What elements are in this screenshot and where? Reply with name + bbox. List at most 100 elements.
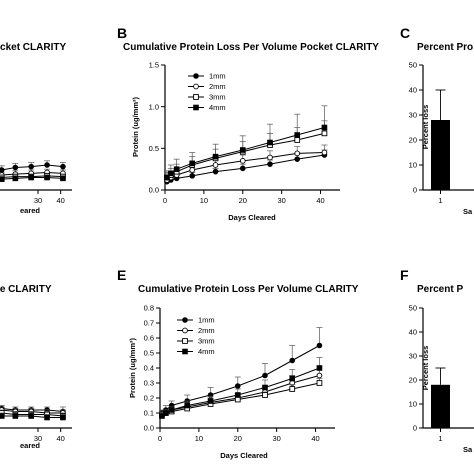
data-point — [267, 139, 273, 146]
data-point — [212, 162, 219, 168]
x-axis-label: eared — [20, 206, 40, 215]
y-tick-label: 0.0 — [144, 424, 154, 433]
x-tick-label: 40 — [56, 196, 64, 205]
legend-label: 3mm — [209, 93, 226, 102]
legend-marker — [193, 73, 199, 79]
x-tick-label: 20 — [234, 434, 242, 443]
data-point — [294, 150, 301, 157]
data-point — [212, 168, 219, 175]
x-axis-label: Days Cleared — [220, 451, 268, 460]
x-tick-label: 40 — [316, 196, 324, 205]
data-point — [12, 175, 19, 182]
panel-e: E Cumulative Protein Loss Per Volume CLAR… — [117, 267, 359, 460]
y-tick-label: 0.0 — [149, 186, 159, 195]
chart-title: Cumulative Protein Loss Per Volume CLARI… — [138, 284, 359, 295]
data-point — [234, 392, 241, 398]
y-tick-label: 20 — [409, 136, 417, 145]
legend-label: 2mm — [209, 82, 226, 91]
data-point — [189, 167, 196, 173]
data-point — [294, 137, 301, 143]
y-tick-label: 30 — [409, 352, 417, 361]
data-point — [60, 175, 66, 182]
data-point — [316, 372, 323, 379]
y-tick-label: 0.5 — [149, 144, 159, 153]
data-point — [316, 342, 323, 349]
series-4mm — [158, 357, 323, 419]
panel-f: F Percent P Sa Percent loss 0 10 20 30 40 50 1 — [400, 267, 474, 454]
data-point — [267, 161, 273, 167]
y-tick-label: 50 — [409, 304, 417, 313]
panel-c: C Percent Pro Sa Percent loss 0 10 20 30 40 50 1 — [400, 25, 474, 216]
x-tick-label: 30 — [277, 196, 285, 205]
legend-label: 4mm — [198, 347, 215, 356]
panel-letter: B — [117, 25, 127, 41]
data-point — [212, 153, 219, 160]
data-point — [173, 166, 180, 172]
data-point — [262, 384, 268, 391]
y-tick-label: 0.2 — [144, 394, 154, 403]
data-point — [239, 157, 246, 164]
data-point — [294, 156, 301, 162]
data-point — [44, 414, 50, 421]
legend-marker — [182, 317, 188, 323]
data-point — [321, 130, 328, 137]
data-point — [0, 167, 5, 173]
data-point — [294, 132, 301, 138]
data-point — [0, 176, 5, 182]
data-point — [289, 357, 296, 364]
data-point — [0, 413, 5, 419]
data-point — [189, 173, 196, 179]
data-point — [262, 372, 268, 379]
y-tick-label: 0.5 — [144, 349, 154, 358]
y-tick-label: 10 — [409, 161, 417, 170]
legend-marker — [193, 104, 199, 111]
y-tick-label: 0.1 — [144, 409, 154, 418]
data-point — [289, 386, 296, 392]
data-point — [239, 147, 246, 153]
x-tick-label: 30 — [34, 434, 42, 443]
x-tick-label: 30 — [34, 196, 42, 205]
data-point — [28, 163, 35, 170]
chart-title: Percent P — [417, 284, 463, 295]
x-tick-label: 0 — [163, 196, 167, 205]
y-tick-label: 30 — [409, 111, 417, 120]
y-tick-label: 0 — [413, 424, 417, 433]
data-point — [60, 414, 66, 421]
data-point — [316, 380, 323, 386]
y-tick-label: 40 — [409, 328, 417, 337]
data-point — [321, 149, 328, 156]
legend-marker — [182, 348, 188, 355]
data-point — [262, 392, 268, 398]
data-point — [12, 164, 19, 171]
legend-marker — [193, 83, 199, 90]
y-axis-label: Protein (ug/mm³) — [131, 97, 140, 157]
data-point — [207, 398, 214, 404]
data-point — [234, 396, 241, 403]
y-tick-label: 20 — [409, 376, 417, 385]
x-tick-label: 10 — [200, 196, 208, 205]
y-tick-label: 1.5 — [149, 61, 159, 70]
series-4mm — [0, 174, 66, 182]
data-point — [60, 163, 66, 170]
data-point — [321, 124, 328, 131]
data-point — [28, 174, 34, 181]
x-axis-label: Days Cleared — [228, 213, 276, 222]
y-axis-label: Protein (ug/mm³) — [128, 338, 137, 398]
y-tick-label: 0.6 — [144, 334, 154, 343]
data-point — [44, 174, 50, 181]
x-tick-label: 40 — [56, 434, 64, 443]
series-4mm — [163, 105, 328, 181]
x-axis-label: eared — [20, 441, 40, 450]
y-tick-label: 0.8 — [144, 304, 154, 313]
x-tick-label: 1 — [438, 196, 442, 205]
y-tick-label: 0.3 — [144, 379, 154, 388]
data-point — [164, 174, 170, 181]
data-point — [189, 160, 196, 167]
legend-label: 1mm — [198, 316, 215, 325]
panel-letter: F — [400, 267, 409, 283]
data-point — [44, 162, 50, 168]
data-point — [168, 170, 174, 177]
